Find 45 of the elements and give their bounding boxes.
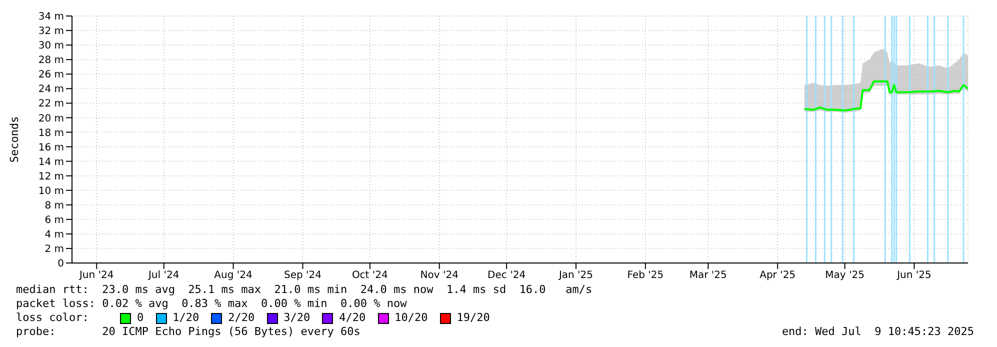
y-tick-label: 24 m: [38, 84, 64, 96]
legend-label: 19/20: [456, 311, 490, 325]
text: end: Wed Jul 9 10:45:23 2025: [782, 325, 974, 339]
y-tick-label: 22 m: [38, 98, 64, 110]
y-tick-label: 0: [58, 258, 64, 270]
y-tick-label: 2 m: [44, 244, 64, 256]
y-tick-label: 6 m: [44, 214, 64, 226]
y-axis-title: Seconds: [8, 116, 21, 163]
x-tick-label: Aug '24: [214, 270, 252, 282]
x-tick-label: Sep '24: [284, 270, 322, 282]
x-tick-label: Oct '24: [352, 270, 388, 282]
x-tick-label: Jul '24: [147, 270, 180, 282]
x-tick-label: Jun '25: [896, 270, 932, 282]
x-tick-label: Feb '25: [627, 270, 664, 282]
legend-title: loss color:: [16, 311, 90, 325]
y-tick-label: 10 m: [38, 186, 64, 197]
y-tick-label: 12 m: [38, 171, 64, 182]
y-tick-label: 14 m: [38, 156, 64, 168]
x-tick-label: Mar '25: [689, 270, 727, 282]
legend-label: 10/20: [394, 311, 428, 325]
x-tick-label: Jan '25: [558, 270, 594, 282]
y-tick-label: 28 m: [38, 55, 64, 66]
x-tick-label: Dec '24: [488, 270, 526, 282]
y-tick-label: 20 m: [38, 113, 64, 124]
line-series: [803, 80, 968, 112]
y-tick-label: 26 m: [38, 70, 64, 81]
legend-label: 4/20: [338, 311, 366, 325]
text: probe: 20 ICMP Echo Pings (56 Bytes) every 60s: [16, 325, 360, 339]
y-tick-label: 34 m: [38, 12, 64, 23]
text: packet loss: 0.02 % avg 0.83 % max 0.00 % min 0.00 % now: [16, 297, 408, 311]
legend-label: 0: [136, 311, 144, 325]
y-tick-label: 16 m: [38, 142, 64, 154]
text: median rtt: 23.0 ms avg 25.1 ms max 21.0 ms min 24.0 ms now 1.4 ms sd 16.0 am/s: [16, 283, 594, 297]
x-tick-label: May '25: [825, 270, 864, 282]
legend-label: 3/20: [282, 311, 310, 325]
legend-label: 2/20: [227, 311, 255, 325]
y-tick-label: 32 m: [38, 26, 64, 38]
legend-label: 1/20: [172, 311, 200, 325]
x-tick-label: Apr '25: [760, 270, 796, 282]
y-tick-label: 8 m: [44, 200, 64, 212]
x-tick-label: Nov '24: [420, 270, 458, 282]
y-tick-label: 18 m: [38, 128, 64, 139]
x-tick-label: Jun '24: [78, 270, 114, 282]
y-tick-label: 30 m: [38, 40, 64, 52]
y-tick-label: 4 m: [44, 229, 64, 240]
